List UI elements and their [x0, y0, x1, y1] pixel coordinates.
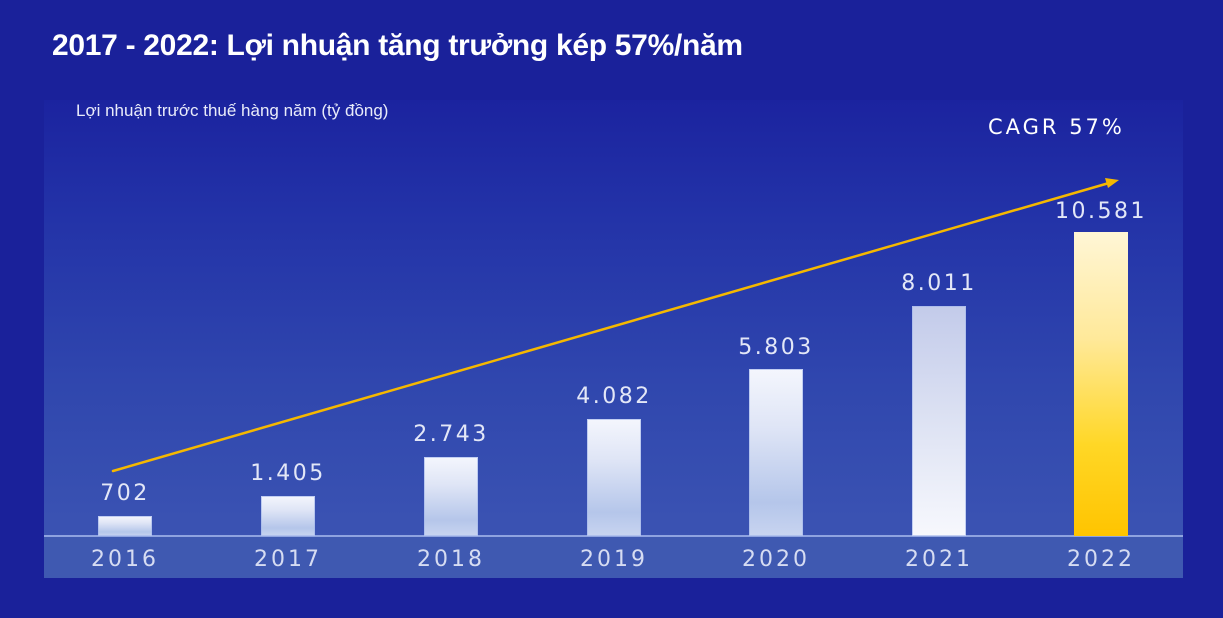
bar-2021: [912, 306, 966, 536]
x-axis-band: [44, 536, 1183, 578]
x-tick-2016: 2016: [91, 547, 159, 572]
x-axis-line: [44, 535, 1183, 537]
chart-subtitle: Lợi nhuận trước thuế hàng năm (tỷ đồng): [76, 101, 389, 120]
bar-2018: [424, 457, 478, 536]
x-tick-2017: 2017: [254, 547, 322, 572]
value-label-2021: 8.011: [901, 271, 977, 296]
bar-2020: [749, 369, 803, 536]
value-label-2022: 10.581: [1055, 199, 1147, 224]
value-label-2018: 2.743: [413, 422, 489, 447]
bar-2016: [98, 516, 152, 536]
value-label-2019: 4.082: [576, 384, 652, 409]
x-tick-2018: 2018: [417, 547, 485, 572]
value-label-2017: 1.405: [250, 461, 326, 486]
value-label-2016: 702: [100, 481, 150, 506]
x-tick-2020: 2020: [742, 547, 810, 572]
x-tick-2022: 2022: [1067, 547, 1135, 572]
x-tick-2019: 2019: [580, 547, 648, 572]
bar-2019: [587, 419, 641, 536]
bar-2022-highlight: [1074, 232, 1128, 536]
x-tick-2021: 2021: [905, 547, 973, 572]
cagr-annotation: CAGR 57%: [988, 115, 1125, 139]
page-title: 2017 - 2022: Lợi nhuận tăng trưởng kép 5…: [52, 29, 743, 62]
value-label-2020: 5.803: [738, 335, 814, 360]
bar-2017: [261, 496, 315, 536]
